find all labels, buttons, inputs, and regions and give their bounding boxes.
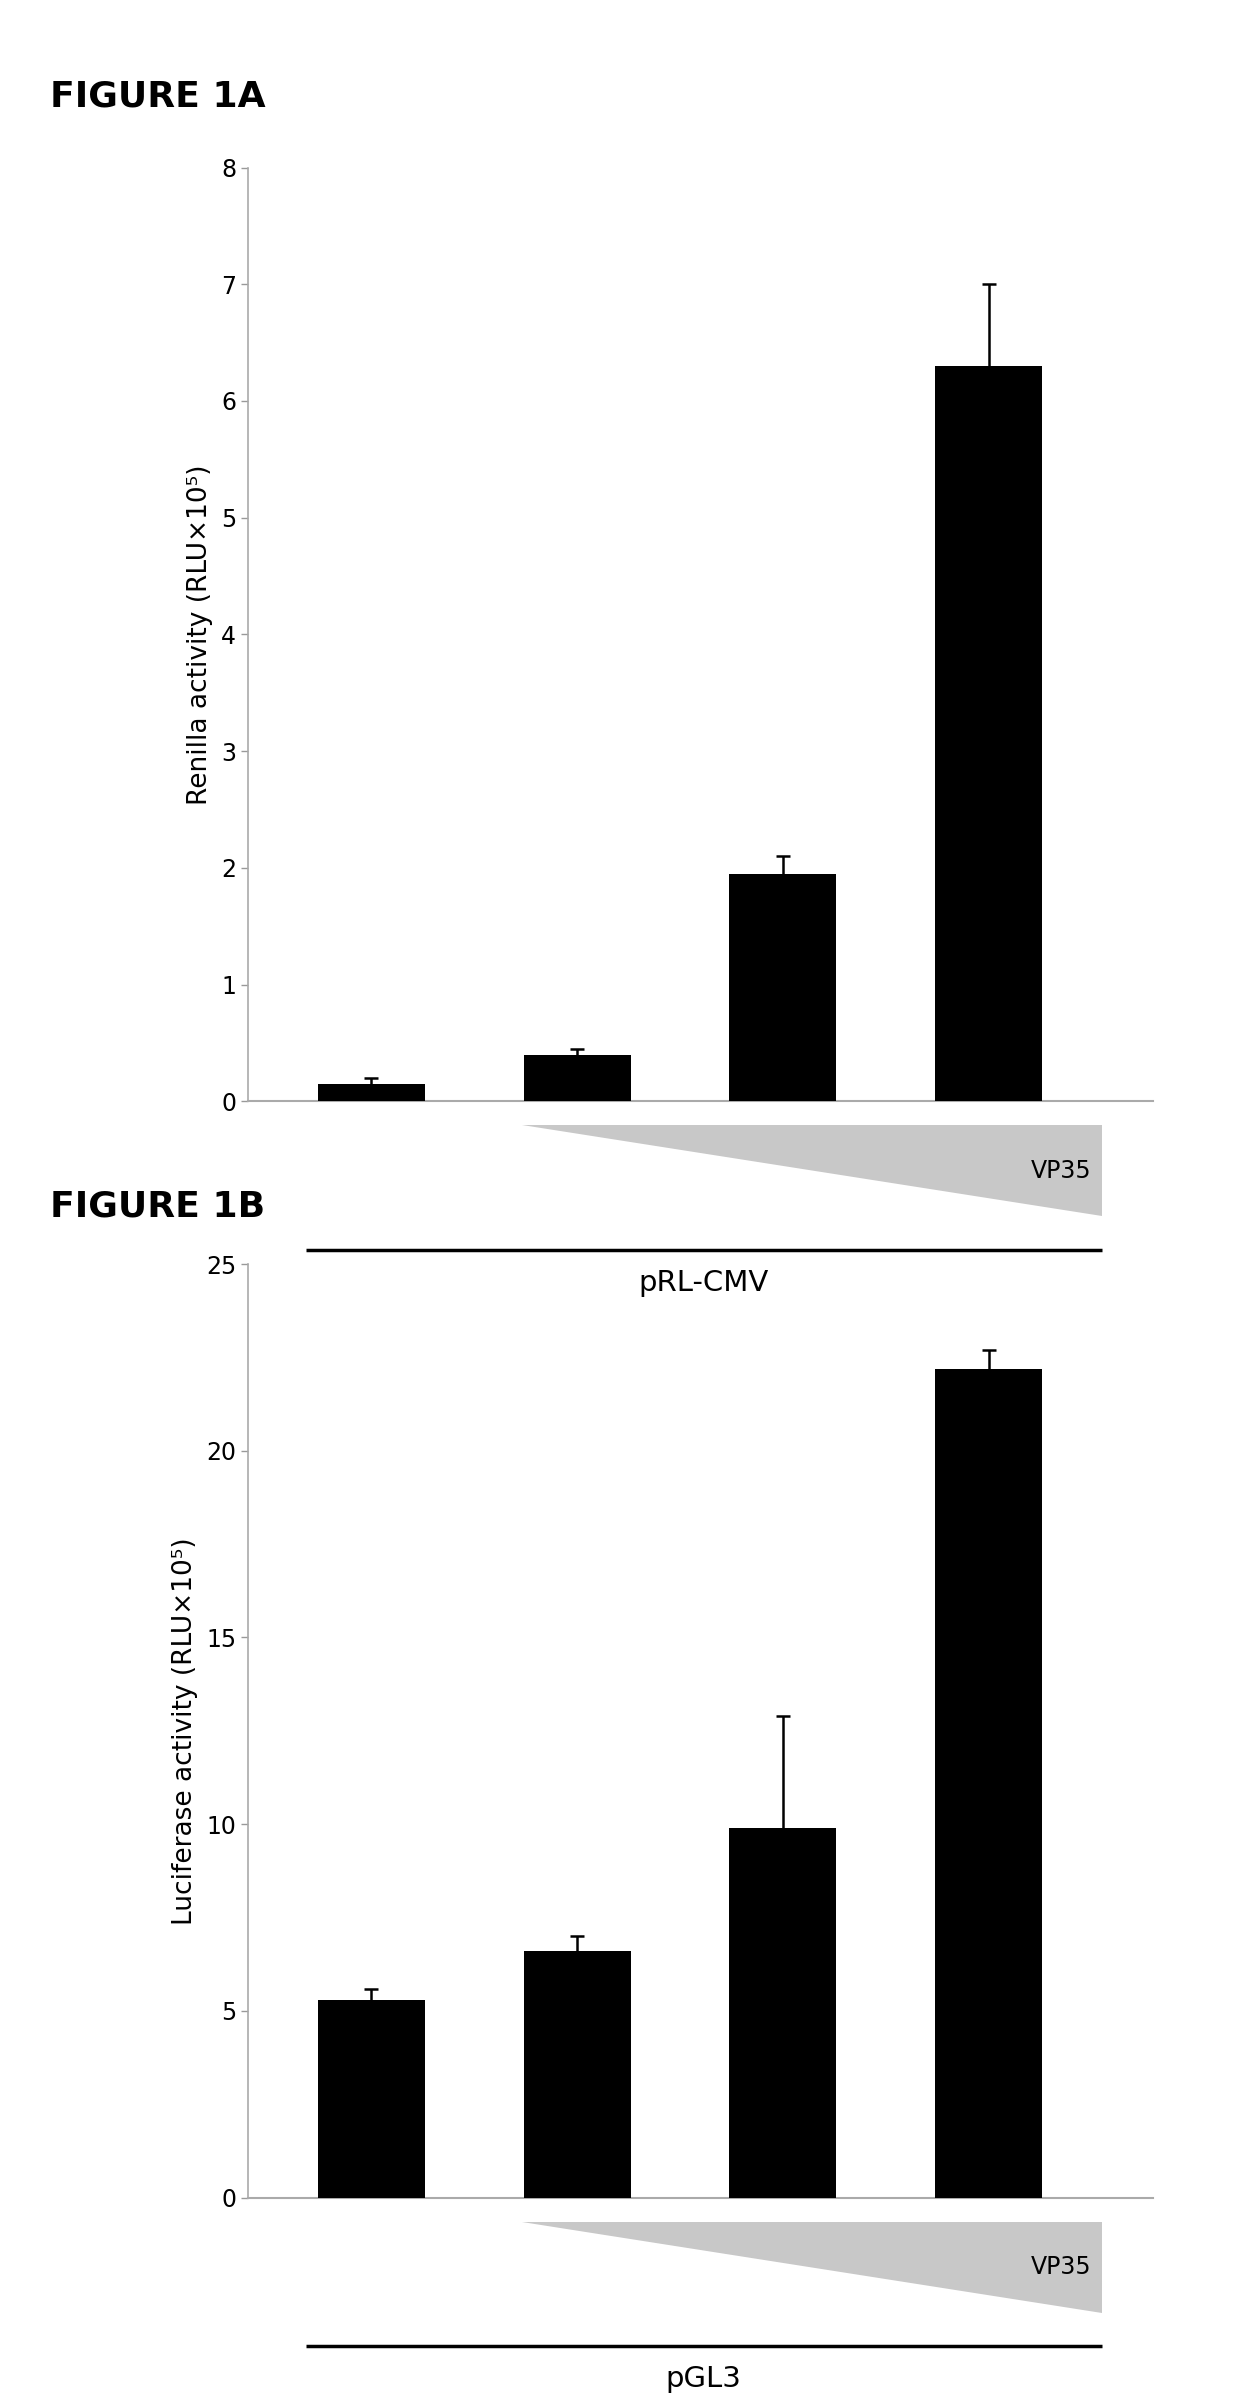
Text: pGL3: pGL3 — [666, 2365, 742, 2394]
Text: pRL-CMV: pRL-CMV — [639, 1269, 769, 1298]
Bar — [935, 1369, 1042, 2198]
Bar — [523, 1053, 631, 1101]
Bar — [523, 1951, 631, 2198]
Text: VP35: VP35 — [1032, 1159, 1092, 1183]
Text: VP35: VP35 — [1032, 2255, 1092, 2279]
Bar — [729, 874, 836, 1101]
Bar — [317, 1999, 425, 2198]
Y-axis label: Luciferase activity (RLU×10⁵): Luciferase activity (RLU×10⁵) — [171, 1537, 197, 1925]
Text: FIGURE 1A: FIGURE 1A — [50, 79, 265, 113]
Bar — [935, 366, 1042, 1101]
Text: FIGURE 1B: FIGURE 1B — [50, 1190, 264, 1223]
Bar — [317, 1084, 425, 1101]
Y-axis label: Renilla activity (RLU×10⁵): Renilla activity (RLU×10⁵) — [186, 464, 212, 804]
Bar — [729, 1829, 836, 2198]
